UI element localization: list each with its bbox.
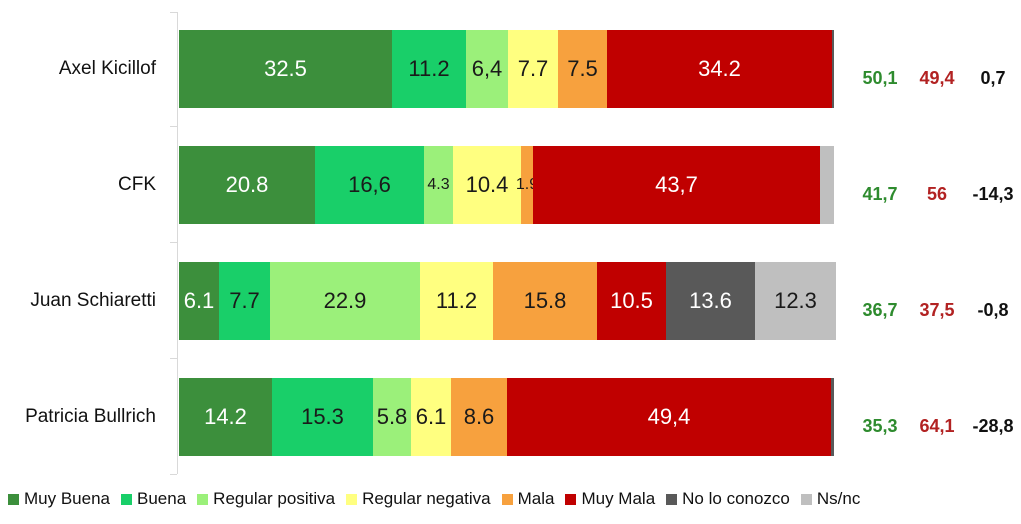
bar-segment: 16,6 — [315, 146, 424, 224]
category-label: Juan Schiaretti — [30, 290, 156, 311]
bar-segment: 32.5 — [179, 30, 392, 108]
net-score: -28,8 — [972, 416, 1014, 436]
axis-tick — [170, 12, 177, 13]
bar-segment: 8.6 — [451, 378, 507, 456]
bar-segment: 6.1 — [411, 378, 451, 456]
legend-item: Buena — [121, 489, 186, 509]
bar-segment: 13.6 — [666, 262, 755, 340]
bar-segment: 10.5 — [597, 262, 666, 340]
category-label: Patricia Bullrich — [25, 406, 156, 427]
bar-segment: 4.3 — [424, 146, 453, 224]
stacked-bar: 32.5 11.2 6,4 7.7 7.5 34.2 — [179, 30, 835, 108]
legend-label: Ns/nc — [816, 489, 861, 508]
stacked-bar: 14.2 15.3 5.8 6.1 8.6 49,4 — [179, 378, 835, 456]
legend-swatch — [121, 493, 132, 505]
bar-segment — [831, 378, 834, 456]
category-label: Axel Kicillof — [58, 58, 156, 79]
legend-swatch — [666, 493, 678, 505]
legend-item: Mala — [501, 489, 555, 509]
bar-segment: 14.2 — [179, 378, 272, 456]
legend-swatch — [197, 493, 209, 505]
negative-total: 37,5 — [919, 300, 955, 320]
net-score: 0,7 — [980, 68, 1006, 88]
legend-label: Mala — [517, 489, 555, 508]
net-score: -0,8 — [977, 300, 1009, 320]
bar-segment — [820, 146, 834, 224]
negative-total: 64,1 — [919, 416, 955, 436]
legend-swatch — [8, 493, 19, 505]
bar-segment: 10.4 — [453, 146, 521, 224]
bar-segment: 34.2 — [607, 30, 832, 108]
legend-label: Buena — [137, 489, 187, 508]
bar-segment — [832, 30, 834, 108]
legend-item: Ns/nc — [800, 489, 861, 509]
bar-segment: 43,7 — [533, 146, 820, 224]
legend-label: Regular negativa — [362, 489, 491, 508]
legend-label: Regular positiva — [213, 489, 336, 508]
net-score: -14,3 — [972, 184, 1014, 204]
bar-segment: 1.9 — [516, 146, 538, 224]
legend-swatch — [565, 493, 577, 505]
legend-item: Muy Buena — [8, 489, 110, 509]
bar-segment: 15.8 — [493, 262, 597, 340]
bar-segment: 22.9 — [270, 262, 420, 340]
legend: Muy Buena Buena Regular positiva Regular ne… — [8, 488, 871, 510]
bar-segment: 7.7 — [219, 262, 270, 340]
bar-segment: 20.8 — [179, 146, 315, 224]
legend-swatch — [346, 493, 358, 505]
legend-item: Regular positiva — [197, 489, 335, 509]
legend-label: Muy Mala — [581, 489, 656, 508]
bar-segment: 6.1 — [179, 262, 219, 340]
stacked-bar: 6.1 7.7 22.9 11.2 15.8 10.5 13.6 12.3 — [179, 262, 836, 340]
positive-total: 35,3 — [862, 416, 898, 436]
negative-total: 49,4 — [919, 68, 955, 88]
axis-tick — [170, 126, 177, 127]
axis-tick — [170, 474, 177, 475]
legend-label: Muy Buena — [24, 489, 110, 508]
bar-segment: 49,4 — [507, 378, 831, 456]
bar-segment: 11.2 — [392, 30, 466, 108]
legend-swatch — [501, 493, 513, 505]
positive-total: 50,1 — [862, 68, 898, 88]
bar-segment: 15.3 — [272, 378, 373, 456]
axis-tick — [170, 358, 177, 359]
legend-item: No lo conozco — [666, 489, 790, 509]
bar-segment: 11.2 — [420, 262, 493, 340]
stacked-bar: 20.8 16,6 4.3 10.4 1.9 43,7 — [179, 146, 835, 224]
legend-swatch — [800, 493, 812, 505]
positive-total: 36,7 — [862, 300, 898, 320]
axis-tick — [170, 242, 177, 243]
bar-segment: 7.5 — [558, 30, 607, 108]
positive-total: 41,7 — [862, 184, 898, 204]
bar-segment: 6,4 — [466, 30, 508, 108]
y-axis-line — [177, 12, 178, 474]
legend-item: Regular negativa — [346, 489, 491, 509]
bar-segment: 12.3 — [755, 262, 836, 340]
bar-segment: 7.7 — [508, 30, 558, 108]
category-label: CFK — [118, 174, 156, 195]
legend-item: Muy Mala — [565, 489, 655, 509]
legend-label: No lo conozco — [682, 489, 790, 508]
bar-segment: 5.8 — [373, 378, 411, 456]
negative-total: 56 — [926, 184, 948, 204]
